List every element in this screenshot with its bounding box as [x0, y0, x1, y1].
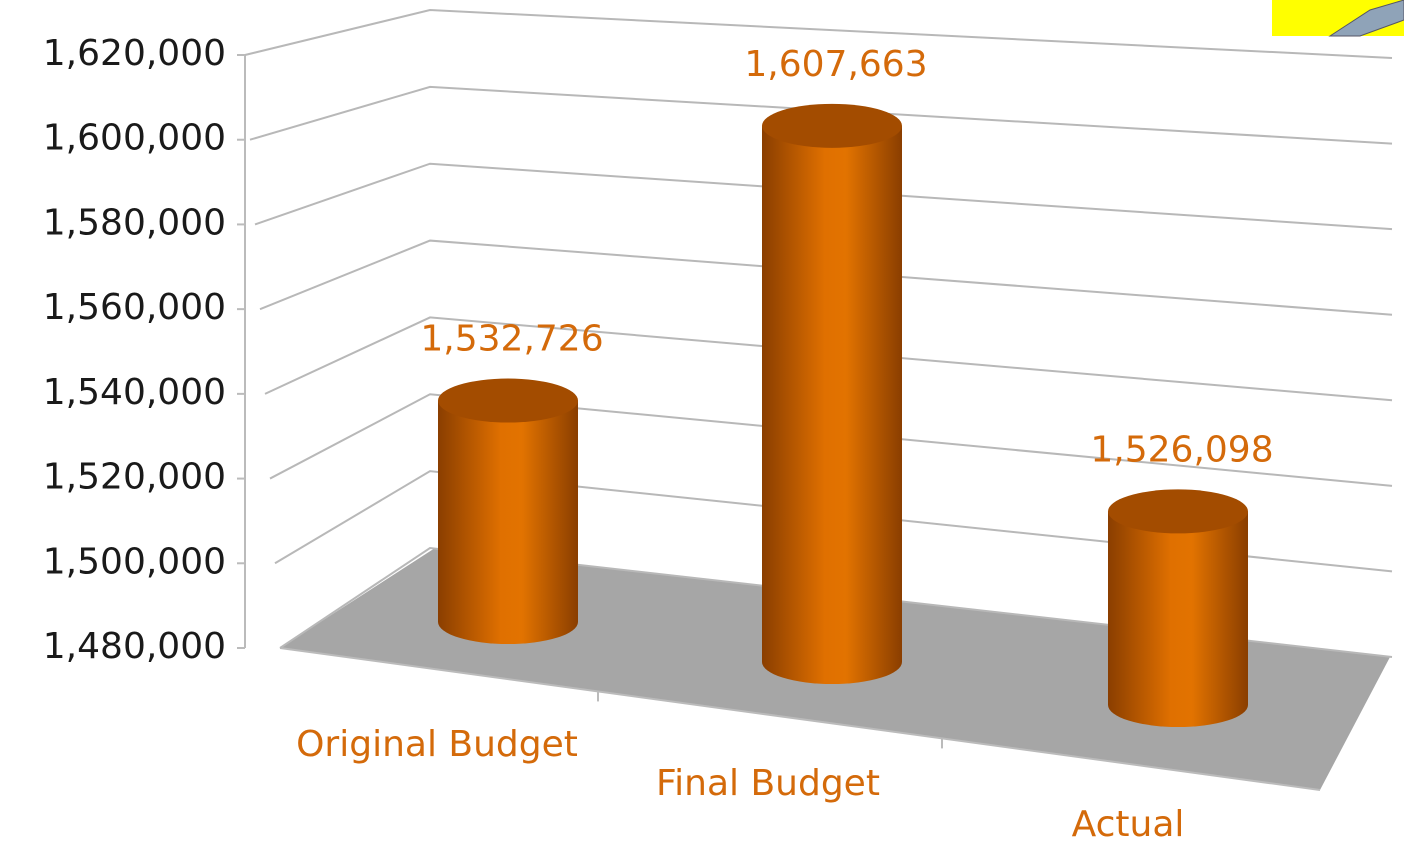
- bar-top: [762, 103, 902, 148]
- grid-line: [269, 393, 1393, 487]
- grid-line: [274, 470, 1393, 573]
- bar-body: [1108, 511, 1248, 727]
- bar-body: [438, 400, 578, 644]
- data-label: 1,526,098: [1090, 429, 1273, 470]
- data-label: 1,532,726: [420, 319, 603, 360]
- y-tick-label: 1,560,000: [43, 287, 226, 328]
- y-tick-label: 1,540,000: [43, 372, 226, 413]
- x-tick-label: Actual: [1072, 804, 1185, 843]
- grid-line: [254, 162, 1393, 231]
- x-tick-label: Original Budget: [296, 724, 578, 765]
- grid-line: [249, 85, 1393, 145]
- bar-body: [762, 125, 902, 684]
- y-tick-label: 1,580,000: [43, 202, 226, 243]
- corner-icon: [1328, 0, 1404, 37]
- grid-line: [279, 546, 1393, 658]
- x-tick-label: Final Budget: [656, 763, 880, 804]
- bar: [438, 378, 578, 644]
- y-tick-label: 1,520,000: [43, 457, 226, 498]
- bar-top: [1108, 489, 1248, 534]
- y-tick-label: 1,600,000: [43, 118, 226, 159]
- data-label: 1,607,663: [744, 44, 927, 85]
- grid-line: [259, 239, 1393, 316]
- bar: [1108, 489, 1248, 727]
- y-tick-label: 1,500,000: [43, 541, 226, 582]
- x-axis: [279, 647, 1321, 791]
- grid-line: [244, 8, 1393, 59]
- y-tick-label: 1,480,000: [43, 626, 226, 667]
- y-tick-label: 1,620,000: [43, 33, 226, 74]
- bar-top: [438, 378, 578, 423]
- bar: [762, 103, 902, 684]
- grid-line: [264, 316, 1393, 402]
